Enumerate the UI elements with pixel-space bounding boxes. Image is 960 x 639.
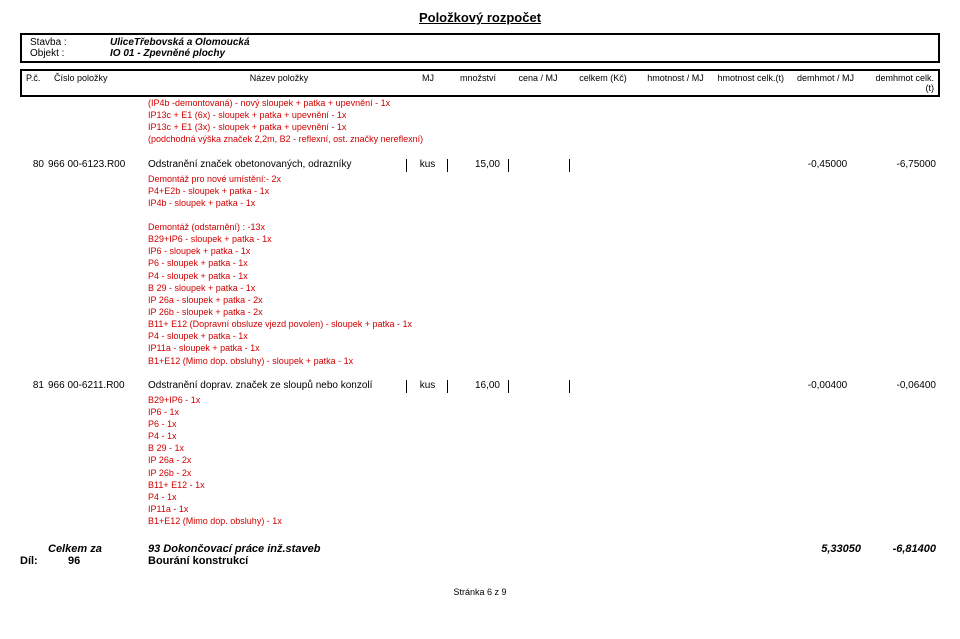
cell-cislo: 966 00-6211.R00 [48,380,148,391]
note-line: P6 - 1x [20,418,940,430]
cell-cislo: 966 00-6123.R00 [48,159,148,170]
col-dct: demhmot celk.(t) [863,73,938,93]
note-line: Demontáž pro nové umístění:- 2x [20,173,940,185]
dil-label: Díl: [20,555,68,567]
cell-dmj: -0,00400 [790,380,865,391]
note-line: IP 26b - 2x [20,467,940,479]
col-cena: cena / MJ [508,73,568,93]
column-header-row: P.č. Číslo položky Název položky MJ množ… [20,69,940,97]
stavba-label: Stavba : [30,37,110,48]
table-row: 80 966 00-6123.R00 Odstranění značek obe… [20,158,940,173]
total-text: 93 Dokončovací práce inž.staveb [148,543,640,555]
cell-mnoz: 16,00 [448,380,508,391]
note-line: B11+ E12 - 1x [20,479,940,491]
cell-pc: 80 [20,159,48,170]
note-line: P4 - sloupek + patka - 1x [20,270,940,282]
note-line: B1+E12 (Mimo dop. obsluhy) - sloupek + p… [20,355,940,367]
col-pc: P.č. [22,73,50,93]
col-dmj: demhmot / MJ [788,73,863,93]
objekt-value: IO 01 - Zpevněné plochy [110,48,225,59]
note-line: (podchodná výška značek 2,2m, B2 - refle… [20,133,940,145]
cell-mj: kus [407,159,447,170]
note-line: B 29 - sloupek + patka - 1x [20,282,940,294]
note-line: B29+IP6 - 1x [20,394,940,406]
total-hmot: 5,33050 [640,543,865,555]
col-hmj: hmotnost / MJ [638,73,713,93]
col-celkem: celkem (Kč) [568,73,638,93]
dil-code: 96 [68,555,148,567]
col-nazev: Název položky [150,73,408,93]
total-label: Celkem za [20,543,148,555]
note-line: IP6 - 1x [20,406,940,418]
col-mj: MJ [408,73,448,93]
note-line: B29+IP6 - sloupek + patka - 1x [20,233,940,245]
note-line: IP4b - sloupek + patka - 1x [20,197,940,209]
section-total-row: Celkem za 93 Dokončovací práce inž.stave… [20,539,940,555]
cell-mj: kus [407,380,447,391]
stavba-value: UliceTřebovská a Olomoucká [110,37,250,48]
note-line: IP11a - 1x [20,503,940,515]
page-number: Stránka 6 z 9 [20,587,940,597]
note-line: IP13c + E1 (6x) - sloupek + patka + upev… [20,109,940,121]
note-line: Demontáž (odstarnění) : -13x [20,221,940,233]
page-title: Položkový rozpočet [20,10,940,25]
note-line: P4 - 1x [20,430,940,442]
header-box: Stavba : UliceTřebovská a Olomoucká Obje… [20,33,940,63]
note-line: P4 - sloupek + patka - 1x [20,330,940,342]
total-demhmot: -6,81400 [865,543,940,555]
cell-dct: -6,75000 [865,159,940,170]
note-line: IP13c + E1 (3x) - sloupek + patka + upev… [20,121,940,133]
objekt-label: Objekt : [30,48,110,59]
col-hct: hmotnost celk.(t) [713,73,788,93]
cell-mnoz: 15,00 [448,159,508,170]
cell-dmj: -0,45000 [790,159,865,170]
dil-text: Bourání konstrukcí [148,555,248,567]
cell-nazev: Odstranění značek obetonovaných, odrazní… [148,159,406,170]
note-line: IP 26a - sloupek + patka - 2x [20,294,940,306]
note-line: P6 - sloupek + patka - 1x [20,257,940,269]
note-line: B11+ E12 (Dopravní obsluze vjezd povolen… [20,318,940,330]
table-row: 81 966 00-6211.R00 Odstranění doprav. zn… [20,379,940,394]
note-line: IP 26b - sloupek + patka - 2x [20,306,940,318]
note-line: IP6 - sloupek + patka - 1x [20,245,940,257]
note-line: P4 - 1x [20,491,940,503]
cell-pc: 81 [20,380,48,391]
note-line: B1+E12 (Mimo dop. obsluhy) - 1x [20,515,940,527]
col-mnozstvi: množství [448,73,508,93]
note-line: B 29 - 1x [20,442,940,454]
note-line: IP 26a - 2x [20,454,940,466]
col-cislo: Číslo položky [50,73,150,93]
cell-dct: -0,06400 [865,380,940,391]
cell-nazev: Odstranění doprav. značek ze sloupů nebo… [148,380,406,391]
note-line: P4+E2b - sloupek + patka - 1x [20,185,940,197]
note-line: IP11a - sloupek + patka - 1x [20,342,940,354]
dil-row: Díl: 96 Bourání konstrukcí [20,555,940,567]
note-line: (IP4b -demontovaná) - nový sloupek + pat… [20,97,940,109]
